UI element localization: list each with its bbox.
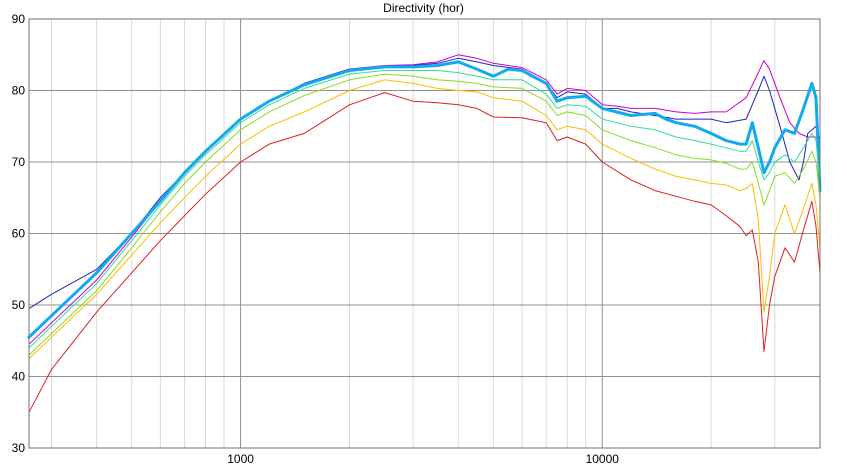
- y-tick-label: 30: [12, 441, 26, 455]
- axes: 30 40 50 60 70 80 90 1000 10000: [12, 12, 821, 466]
- series-group: [27, 54, 822, 413]
- x-tick-label: 10000: [586, 452, 620, 466]
- series-line-6: [28, 79, 821, 360]
- y-tick-label: 50: [12, 298, 26, 312]
- chart-title: Directivity (hor): [383, 1, 464, 15]
- plot-border: [28, 18, 821, 449]
- y-tick-label: 90: [12, 12, 26, 26]
- series-line-3: [27, 60, 822, 339]
- series-line-2: [28, 57, 821, 310]
- series-line-5: [28, 73, 821, 356]
- series-line-7: [28, 92, 821, 413]
- y-tick-label: 80: [12, 84, 26, 98]
- y-tick-label: 60: [12, 227, 26, 241]
- x-tick-label: 1000: [227, 452, 254, 466]
- series-line-1: [28, 54, 821, 345]
- series-line-4: [28, 70, 821, 349]
- y-tick-label: 40: [12, 370, 26, 384]
- grid: [29, 18, 821, 449]
- y-tick-label: 70: [12, 155, 26, 169]
